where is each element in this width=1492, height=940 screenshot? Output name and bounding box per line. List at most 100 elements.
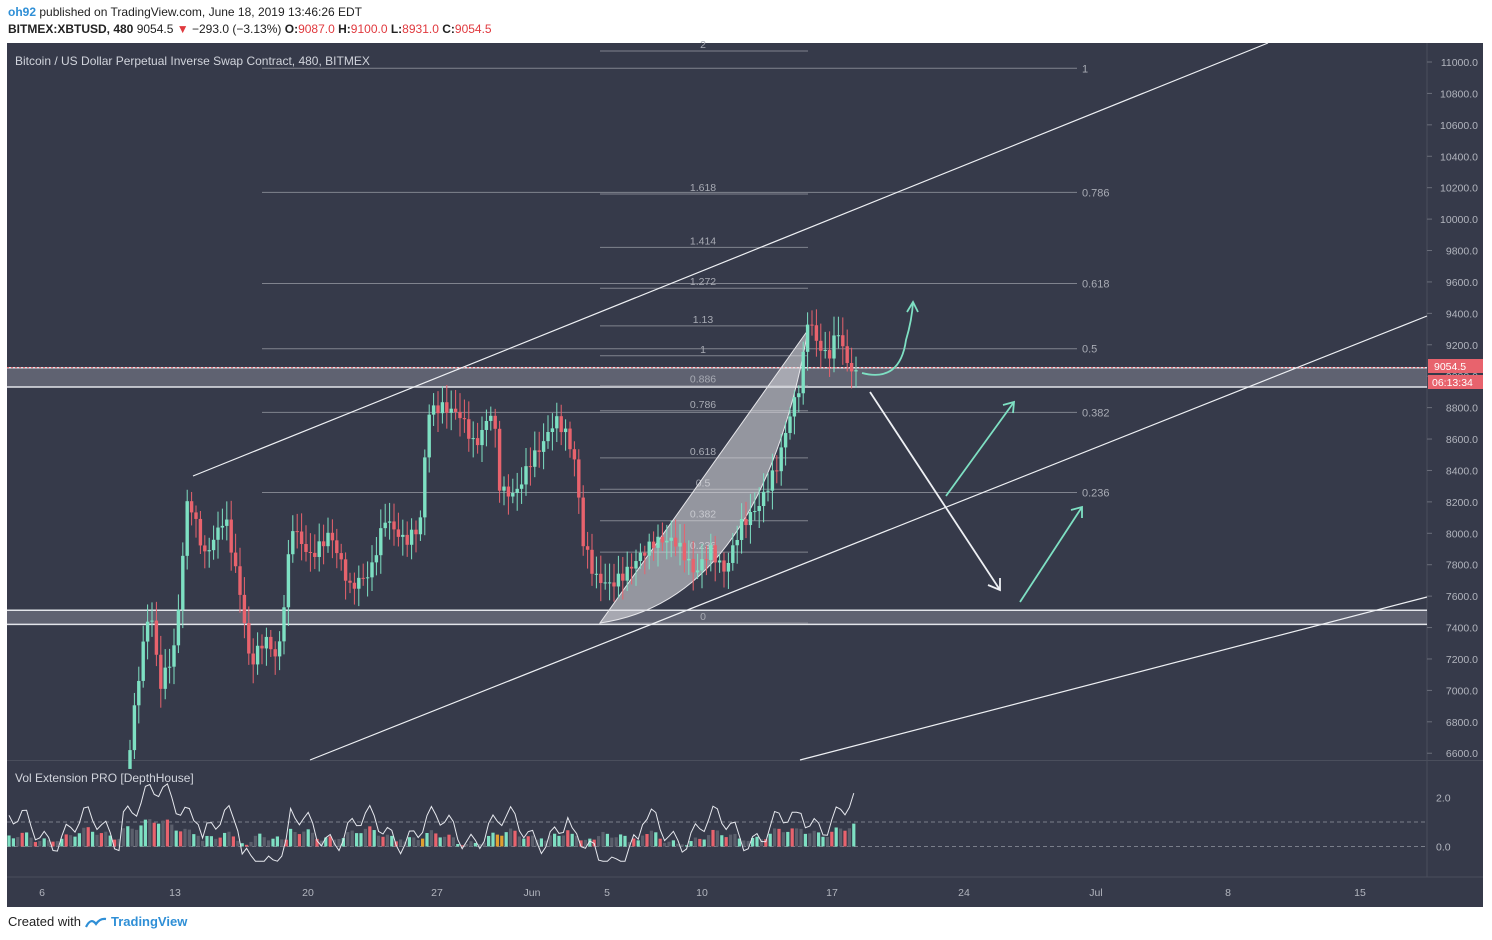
candle-down bbox=[704, 559, 709, 561]
price-tick-label: 7000.0 bbox=[1446, 685, 1478, 697]
candle-up bbox=[128, 750, 132, 769]
candle-down bbox=[682, 542, 687, 561]
price-tick-label: 10400.0 bbox=[1440, 151, 1478, 163]
volume-bar bbox=[363, 828, 367, 847]
volume-bar bbox=[623, 835, 627, 847]
volume-bar bbox=[495, 834, 499, 847]
volume-bar bbox=[751, 837, 755, 847]
candle-down bbox=[352, 582, 357, 589]
volume-bar bbox=[539, 838, 543, 847]
low-label: L: bbox=[390, 22, 403, 36]
candle-up bbox=[401, 534, 405, 537]
volume-bar bbox=[47, 840, 51, 847]
candle-up bbox=[761, 491, 766, 507]
price-change: −293.0 (−3.13%) bbox=[191, 22, 282, 36]
tradingview-brand[interactable]: TradingView bbox=[110, 914, 188, 929]
price-pane-bg bbox=[7, 43, 1427, 760]
volume-bar bbox=[605, 833, 609, 847]
volume-bar bbox=[693, 837, 697, 847]
volume-bar bbox=[742, 840, 746, 847]
trend-channel-line bbox=[799, 596, 1428, 761]
time-axis-bg bbox=[7, 877, 1483, 907]
candle-down bbox=[343, 559, 348, 581]
candle-up bbox=[132, 705, 137, 751]
candle-down bbox=[660, 536, 665, 543]
volume-bar bbox=[390, 835, 394, 847]
price-axis-bg bbox=[1427, 43, 1483, 877]
volume-bar bbox=[126, 826, 130, 847]
volume-bar bbox=[416, 840, 420, 847]
fib-ext-label: 0.786 bbox=[690, 399, 716, 411]
price-tick-label: 10200.0 bbox=[1440, 183, 1478, 195]
candle-down bbox=[537, 450, 541, 452]
volume-bar bbox=[830, 831, 834, 847]
candle-up bbox=[607, 582, 612, 584]
candle-down bbox=[203, 545, 207, 552]
volume-bar bbox=[315, 838, 319, 847]
volume-bar bbox=[834, 827, 838, 847]
candle-up bbox=[220, 525, 225, 528]
candle-up bbox=[145, 621, 150, 642]
volume-bar bbox=[421, 838, 425, 847]
volume-bar bbox=[183, 828, 187, 847]
candle-down bbox=[436, 405, 440, 414]
volume-bar bbox=[636, 840, 640, 847]
volume-bar bbox=[460, 845, 464, 847]
candle-up bbox=[805, 324, 810, 352]
volume-bar bbox=[412, 837, 416, 847]
candle-down bbox=[497, 428, 502, 491]
candle-down bbox=[612, 582, 616, 587]
fib-ext-label: 1.272 bbox=[690, 276, 716, 288]
candle-up bbox=[770, 470, 775, 491]
candle-down bbox=[577, 459, 581, 498]
volume-bar bbox=[522, 838, 526, 847]
price-tick-label: 8600.0 bbox=[1446, 434, 1478, 446]
price-tick-label: 7200.0 bbox=[1446, 654, 1478, 666]
candle-up bbox=[669, 537, 673, 541]
volume-bar bbox=[236, 840, 240, 847]
candle-down bbox=[308, 551, 313, 553]
candle-down bbox=[506, 486, 511, 497]
candle-up bbox=[255, 645, 260, 665]
fib-ext-label: 1.618 bbox=[690, 182, 716, 194]
last-price: 9054.5 bbox=[136, 22, 174, 36]
volume-bar bbox=[825, 837, 829, 847]
volume-bar bbox=[808, 833, 812, 847]
candle-up bbox=[207, 550, 211, 552]
time-tick-label: Jul bbox=[1089, 887, 1102, 899]
price-chart[interactable]: 1 0.786 0.618 0.5 0.382 0.236 2 1.618 1.414 1.272… bbox=[0, 40, 1492, 910]
candle-up bbox=[616, 573, 621, 587]
candle-down bbox=[493, 415, 497, 429]
candle-up bbox=[634, 561, 638, 569]
time-tick-label: 10 bbox=[696, 887, 708, 899]
open-value: 9087.0 bbox=[298, 22, 335, 36]
candle-down bbox=[691, 558, 695, 573]
candle-down bbox=[590, 549, 594, 574]
volume-bar bbox=[157, 823, 161, 847]
volume-bar bbox=[768, 833, 772, 847]
candle-up bbox=[533, 450, 537, 467]
volume-bar bbox=[438, 837, 442, 847]
candle-up bbox=[788, 416, 792, 433]
volume-bar bbox=[654, 832, 658, 847]
candle-down bbox=[304, 544, 308, 552]
candle-down bbox=[321, 541, 326, 547]
candle-down bbox=[845, 346, 849, 363]
volume-bar bbox=[614, 837, 618, 847]
volume-bar bbox=[852, 823, 856, 847]
candle-up bbox=[700, 559, 704, 571]
volume-bar bbox=[117, 838, 121, 847]
username[interactable]: oh92 bbox=[8, 5, 37, 19]
down-arrow-icon: ▼ bbox=[176, 22, 189, 36]
volume-bar bbox=[187, 829, 191, 847]
candle-up bbox=[757, 506, 761, 512]
candle-down bbox=[269, 636, 273, 650]
high-label: H: bbox=[338, 22, 351, 36]
volume-bar bbox=[451, 837, 455, 847]
candle-down bbox=[159, 654, 163, 689]
close-label: C: bbox=[442, 22, 455, 36]
volume-extension-line bbox=[8, 782, 855, 862]
volume-bar bbox=[707, 835, 711, 847]
volume-bar bbox=[847, 828, 851, 847]
volume-bar bbox=[152, 822, 156, 847]
